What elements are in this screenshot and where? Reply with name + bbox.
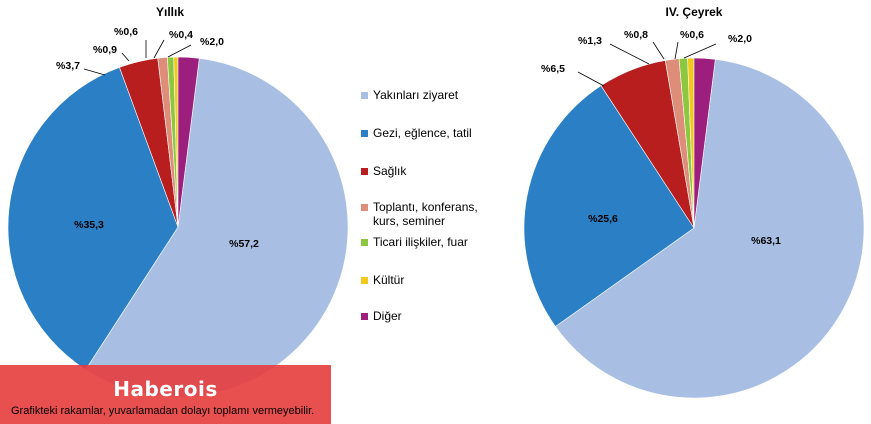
footnote: Grafikteki rakamlar, yuvarlamadan dolayı…	[11, 405, 315, 417]
watermark-logo-text: Haberois	[113, 377, 218, 401]
legend-swatch	[361, 277, 368, 284]
data-label: %0,6	[114, 26, 138, 38]
data-label: %3,7	[56, 60, 80, 72]
legend-swatch	[361, 204, 368, 211]
data-label: %0,4	[169, 29, 193, 41]
legend-swatch	[361, 313, 368, 320]
legend-item-ticari: Ticari ilişkiler, fuar	[361, 235, 508, 249]
pie-title-yillik: Yıllık	[156, 5, 184, 19]
pie-slice-2	[523, 85, 695, 327]
data-label: %2,0	[728, 33, 752, 45]
pie-title-iv-ceyrek: IV. Çeyrek	[666, 5, 723, 19]
legend-item-gezi-eglence-tatil: Gezi, eğlence, tatil	[361, 126, 508, 140]
leader-line	[153, 39, 165, 59]
data-label: %63,1	[751, 235, 781, 247]
leader-line	[683, 43, 717, 59]
pie-slice-1	[555, 59, 865, 399]
legend-label: Diğer	[373, 309, 402, 323]
data-label: %35,3	[74, 219, 104, 231]
legend-label: Kültür	[373, 273, 405, 287]
pie-slice-7	[693, 57, 716, 229]
pie-chart-yillik: Yıllık %57,2 %35,3 %3,7 %0,9 %0,6 %0,4 %2,0	[7, 5, 349, 398]
legend-swatch	[361, 130, 368, 137]
leader-line	[83, 68, 106, 76]
leader-line	[167, 44, 192, 58]
legend-item-toplanti: Toplantı, konferans, kurs, seminer	[361, 200, 505, 228]
pie-slice-7	[177, 56, 200, 228]
leader-line	[674, 41, 679, 60]
leader-line	[121, 52, 130, 62]
legend-item-diger: Diğer	[361, 309, 508, 323]
watermark-banner: Haberois	[0, 365, 331, 424]
data-label: %0,9	[93, 44, 117, 56]
legend-label: Gezi, eğlence, tatil	[373, 126, 472, 140]
legend-label: Yakınları ziyaret	[373, 88, 459, 102]
legend-swatch	[361, 92, 368, 99]
legend-label: Sağlık	[373, 164, 407, 178]
leader-line	[577, 71, 605, 87]
data-label: %57,2	[229, 238, 259, 250]
legend-item-yakinlari-ziyaret: Yakınları ziyaret	[361, 88, 508, 102]
data-label: %25,6	[588, 213, 618, 225]
data-label: %6,5	[541, 63, 565, 75]
legend-swatch	[361, 168, 368, 175]
legend-item-kultur: Kültür	[361, 273, 508, 287]
data-label: %1,3	[578, 35, 602, 47]
legend-swatch	[361, 239, 368, 246]
legend-label: Toplantı, konferans, kurs, seminer	[373, 200, 478, 228]
pie-slice-2	[7, 67, 179, 371]
data-label: %2,0	[200, 36, 224, 48]
leader-line	[609, 43, 650, 65]
leader-line	[652, 41, 665, 60]
legend-item-saglik: Sağlık	[361, 164, 508, 178]
pie-chart-iv-ceyrek: IV. Çeyrek %63,1 %25,6 %6,5 %1,3 %0,8 %0,6 %2,…	[523, 5, 865, 399]
data-label: %0,8	[624, 29, 648, 41]
data-label: %0,6	[680, 29, 704, 41]
legend-label: Ticari ilişkiler, fuar	[373, 235, 468, 249]
